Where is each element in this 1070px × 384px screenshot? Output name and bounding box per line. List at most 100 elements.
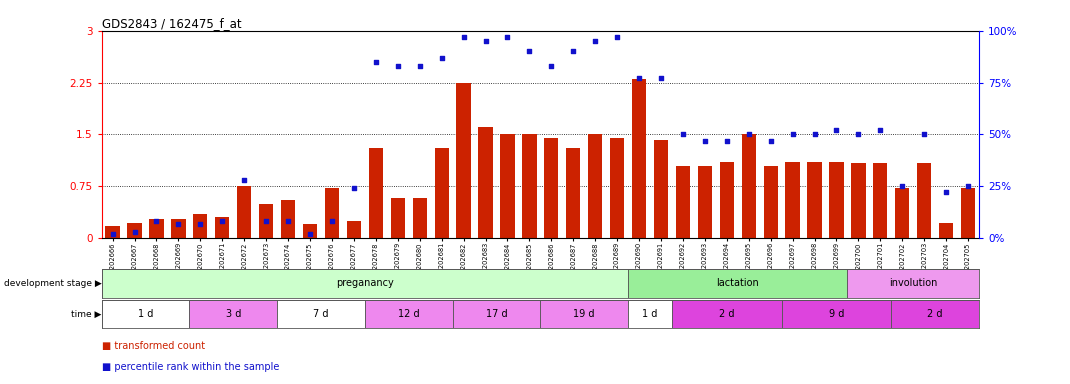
Bar: [365, 300, 453, 328]
Bar: [672, 300, 781, 328]
Bar: [150, 219, 164, 238]
Bar: [654, 140, 668, 238]
Bar: [873, 164, 887, 238]
Text: 1 d: 1 d: [138, 309, 153, 319]
Bar: [194, 214, 208, 238]
Bar: [720, 162, 734, 238]
Bar: [742, 134, 755, 238]
Bar: [277, 300, 365, 328]
Bar: [457, 83, 471, 238]
Text: 1 d: 1 d: [642, 309, 658, 319]
Bar: [847, 269, 979, 298]
Bar: [303, 224, 317, 238]
Point: [477, 38, 494, 44]
Point: [214, 218, 231, 225]
Bar: [540, 300, 628, 328]
Point: [192, 220, 209, 227]
Text: ■ transformed count: ■ transformed count: [102, 341, 204, 351]
Text: time ▶: time ▶: [72, 310, 102, 318]
Bar: [610, 138, 624, 238]
Bar: [413, 198, 427, 238]
Bar: [896, 188, 909, 238]
Point: [433, 55, 450, 61]
Point: [389, 63, 407, 69]
Bar: [478, 127, 492, 238]
Point: [586, 38, 603, 44]
Text: preganancy: preganancy: [336, 278, 394, 288]
Bar: [628, 269, 847, 298]
Bar: [698, 166, 712, 238]
Bar: [545, 138, 559, 238]
Text: 17 d: 17 d: [486, 309, 507, 319]
Point: [148, 218, 165, 225]
Bar: [501, 134, 515, 238]
Point: [302, 231, 319, 237]
Point: [258, 218, 275, 225]
Bar: [808, 162, 822, 238]
Point: [828, 127, 845, 133]
Text: 3 d: 3 d: [226, 309, 241, 319]
Text: ■ percentile rank within the sample: ■ percentile rank within the sample: [102, 362, 279, 372]
Text: 12 d: 12 d: [398, 309, 419, 319]
Bar: [939, 223, 953, 238]
Point: [872, 127, 889, 133]
Bar: [347, 221, 361, 238]
Text: 2 d: 2 d: [719, 309, 734, 319]
Bar: [628, 300, 672, 328]
Point: [718, 137, 735, 144]
Point: [521, 48, 538, 55]
Bar: [106, 226, 120, 238]
Bar: [764, 166, 778, 238]
Bar: [566, 148, 580, 238]
Bar: [391, 198, 404, 238]
Bar: [434, 148, 448, 238]
Point: [126, 229, 143, 235]
Point: [323, 218, 340, 225]
Point: [235, 177, 253, 183]
Point: [170, 220, 187, 227]
Point: [960, 183, 977, 189]
Bar: [127, 223, 141, 238]
Bar: [189, 300, 277, 328]
Text: 7 d: 7 d: [314, 309, 328, 319]
Bar: [852, 164, 866, 238]
Point: [411, 63, 428, 69]
Point: [674, 131, 691, 137]
Bar: [781, 300, 891, 328]
Bar: [961, 188, 975, 238]
Text: GDS2843 / 162475_f_at: GDS2843 / 162475_f_at: [102, 17, 241, 30]
Bar: [171, 219, 185, 238]
Bar: [453, 300, 540, 328]
Bar: [281, 200, 295, 238]
Bar: [102, 300, 189, 328]
Point: [697, 137, 714, 144]
Text: involution: involution: [889, 278, 937, 288]
Point: [893, 183, 911, 189]
Bar: [238, 186, 251, 238]
Text: 19 d: 19 d: [574, 309, 595, 319]
Point: [850, 131, 867, 137]
Point: [916, 131, 933, 137]
Point: [806, 131, 823, 137]
Bar: [369, 148, 383, 238]
Point: [279, 218, 296, 225]
Point: [630, 75, 647, 81]
Bar: [829, 162, 843, 238]
Bar: [632, 79, 646, 238]
Point: [104, 231, 121, 237]
Bar: [891, 300, 979, 328]
Bar: [522, 134, 536, 238]
Bar: [102, 269, 628, 298]
Point: [367, 59, 384, 65]
Point: [762, 137, 779, 144]
Point: [937, 189, 954, 195]
Point: [653, 75, 670, 81]
Point: [499, 34, 516, 40]
Text: lactation: lactation: [717, 278, 759, 288]
Bar: [325, 188, 339, 238]
Bar: [676, 166, 690, 238]
Bar: [259, 204, 273, 238]
Text: 2 d: 2 d: [928, 309, 943, 319]
Bar: [588, 134, 602, 238]
Point: [740, 131, 758, 137]
